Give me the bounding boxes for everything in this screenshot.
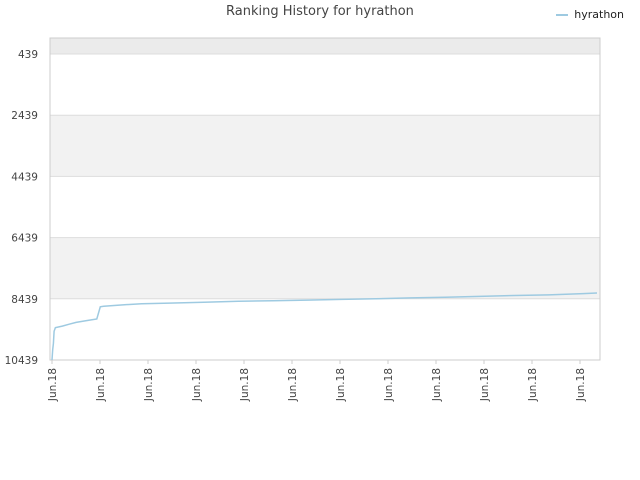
x-tick-label: Jun.18 bbox=[575, 368, 587, 402]
y-tick-label: 8439 bbox=[11, 294, 38, 306]
y-tick-label: 4439 bbox=[11, 171, 38, 183]
plot-top-band bbox=[50, 38, 600, 54]
plot-area bbox=[50, 38, 600, 360]
y-tick-label: 6439 bbox=[11, 233, 38, 245]
x-tick-label: Jun.18 bbox=[47, 368, 59, 402]
x-tick-label: Jun.18 bbox=[143, 368, 155, 402]
x-tick-label: Jun.18 bbox=[431, 368, 443, 402]
x-tick-label: Jun.18 bbox=[383, 368, 395, 402]
x-tick-label: Jun.18 bbox=[95, 368, 107, 402]
plot-band bbox=[50, 237, 600, 299]
x-tick-label: Jun.18 bbox=[335, 368, 347, 402]
chart-title: Ranking History for hyrathon bbox=[226, 4, 414, 19]
x-tick-label: Jun.18 bbox=[527, 368, 539, 402]
x-tick-label: Jun.18 bbox=[479, 368, 491, 402]
legend-label-hyrathon: hyrathon bbox=[574, 8, 624, 21]
y-tick-label: 439 bbox=[18, 49, 38, 61]
x-tick-label: Jun.18 bbox=[239, 368, 251, 402]
legend[interactable]: hyrathon bbox=[556, 8, 624, 21]
x-tick-label: Jun.18 bbox=[191, 368, 203, 402]
legend-swatch-hyrathon bbox=[556, 13, 569, 16]
y-tick-label: 10439 bbox=[5, 355, 38, 367]
y-tick-label: 2439 bbox=[11, 110, 38, 122]
plot-band bbox=[50, 115, 600, 177]
x-tick-label: Jun.18 bbox=[287, 368, 299, 402]
plot-border bbox=[49, 37, 601, 361]
series-line-hyrathon bbox=[51, 292, 598, 361]
